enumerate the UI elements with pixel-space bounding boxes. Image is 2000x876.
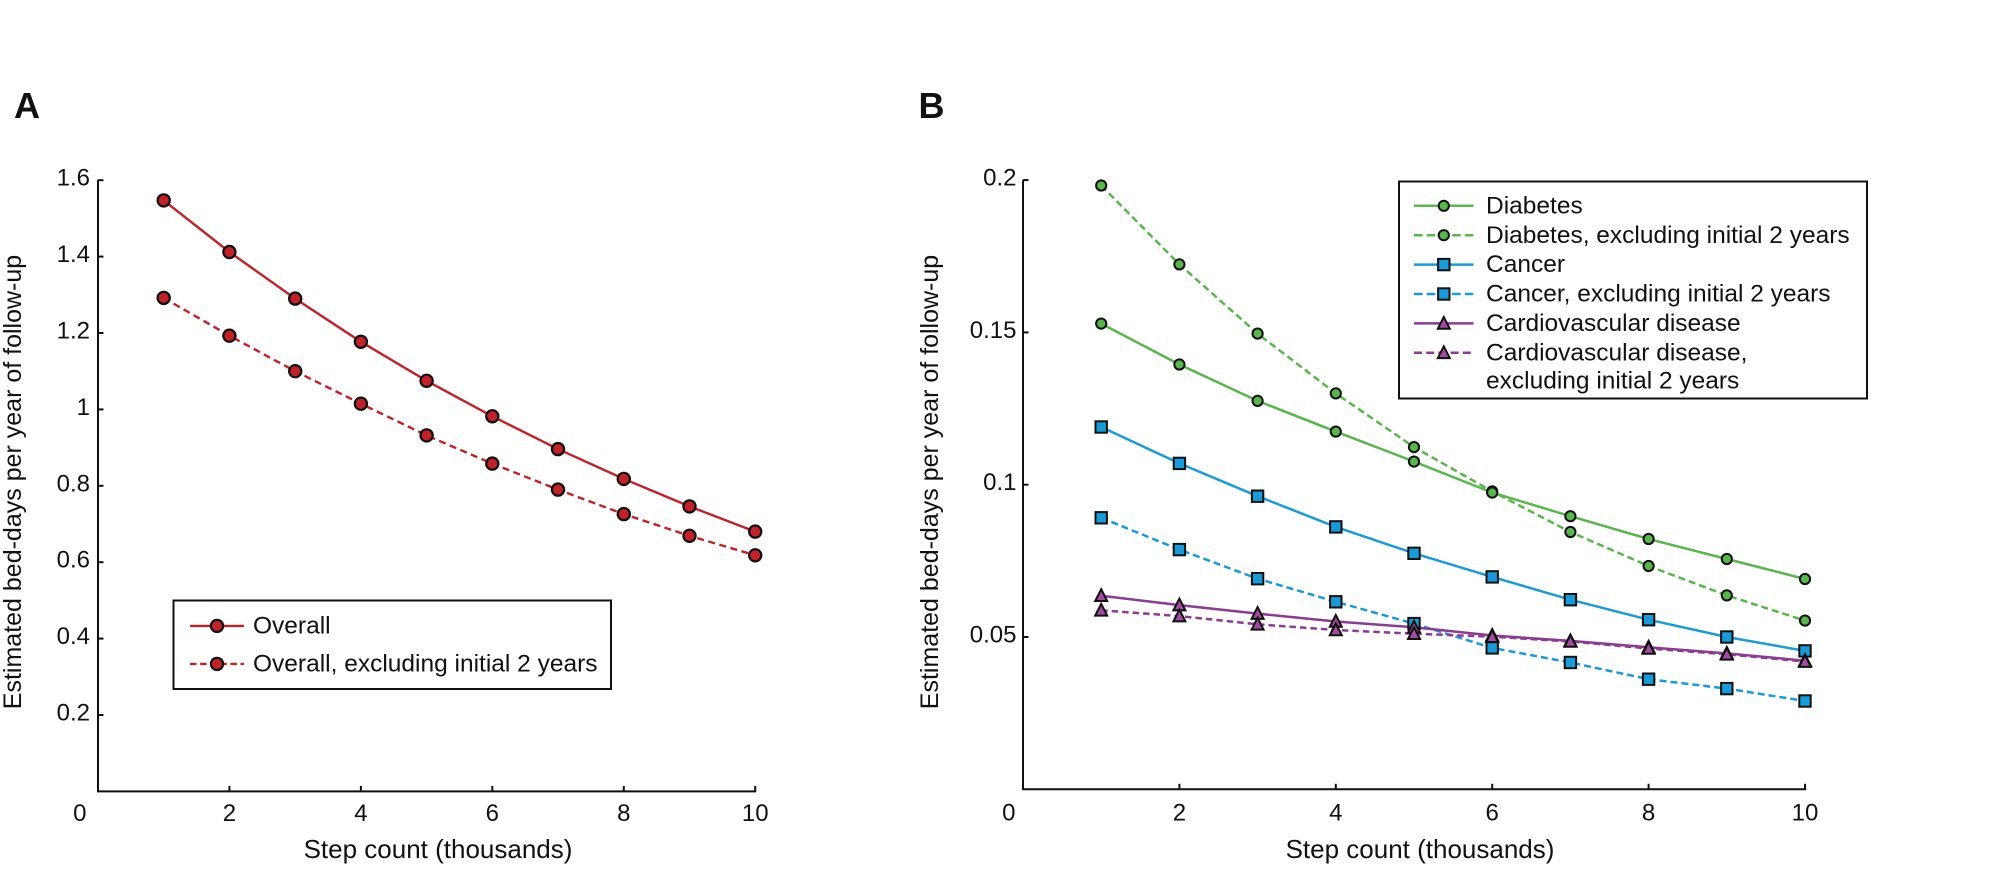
svg-text:Cancer: Cancer: [1486, 251, 1565, 278]
svg-text:Diabetes, excluding initial 2: Diabetes, excluding initial 2 years: [1486, 222, 1850, 249]
svg-text:B: B: [919, 85, 945, 126]
svg-text:0.15: 0.15: [970, 317, 1017, 344]
svg-text:0: 0: [73, 800, 86, 827]
svg-text:0.4: 0.4: [57, 623, 90, 650]
svg-text:8: 8: [617, 800, 630, 827]
svg-text:1.4: 1.4: [57, 241, 90, 268]
svg-text:Cardiovascular disease: Cardiovascular disease: [1486, 310, 1741, 337]
svg-text:6: 6: [486, 800, 499, 827]
svg-text:0.1: 0.1: [983, 469, 1016, 496]
svg-text:1.6: 1.6: [57, 165, 90, 192]
svg-text:Estimated bed-days per year of: Estimated bed-days per year of follow-up: [0, 255, 27, 709]
svg-text:Diabetes: Diabetes: [1486, 192, 1583, 219]
svg-text:Estimated bed-days per year of: Estimated bed-days per year of follow-up: [916, 255, 944, 709]
svg-text:0.2: 0.2: [57, 700, 90, 727]
svg-text:excluding initial 2 years: excluding initial 2 years: [1486, 368, 1739, 395]
svg-text:Step count (thousands): Step count (thousands): [1286, 834, 1555, 864]
svg-text:Cardiovascular disease,: Cardiovascular disease,: [1486, 339, 1747, 366]
svg-text:8: 8: [1642, 800, 1655, 827]
svg-text:Overall: Overall: [253, 613, 331, 640]
svg-text:6: 6: [1486, 800, 1499, 827]
svg-text:0.6: 0.6: [57, 547, 90, 574]
svg-text:A: A: [14, 85, 40, 126]
svg-text:1.2: 1.2: [57, 318, 90, 345]
svg-text:0.8: 0.8: [57, 470, 90, 497]
svg-text:2: 2: [223, 800, 236, 827]
svg-text:2: 2: [1173, 800, 1186, 827]
svg-text:4: 4: [354, 800, 367, 827]
svg-text:1: 1: [77, 394, 90, 421]
svg-text:10: 10: [1792, 800, 1819, 827]
svg-text:0.05: 0.05: [970, 622, 1017, 649]
svg-text:0.2: 0.2: [983, 165, 1016, 192]
svg-text:Step count (thousands): Step count (thousands): [304, 834, 573, 864]
svg-text:4: 4: [1329, 800, 1342, 827]
svg-text:Overall, excluding initial 2 y: Overall, excluding initial 2 years: [253, 651, 598, 678]
svg-text:0: 0: [1002, 800, 1015, 827]
svg-text:Cancer, excluding initial 2 ye: Cancer, excluding initial 2 years: [1486, 281, 1831, 308]
svg-text:10: 10: [742, 800, 769, 827]
